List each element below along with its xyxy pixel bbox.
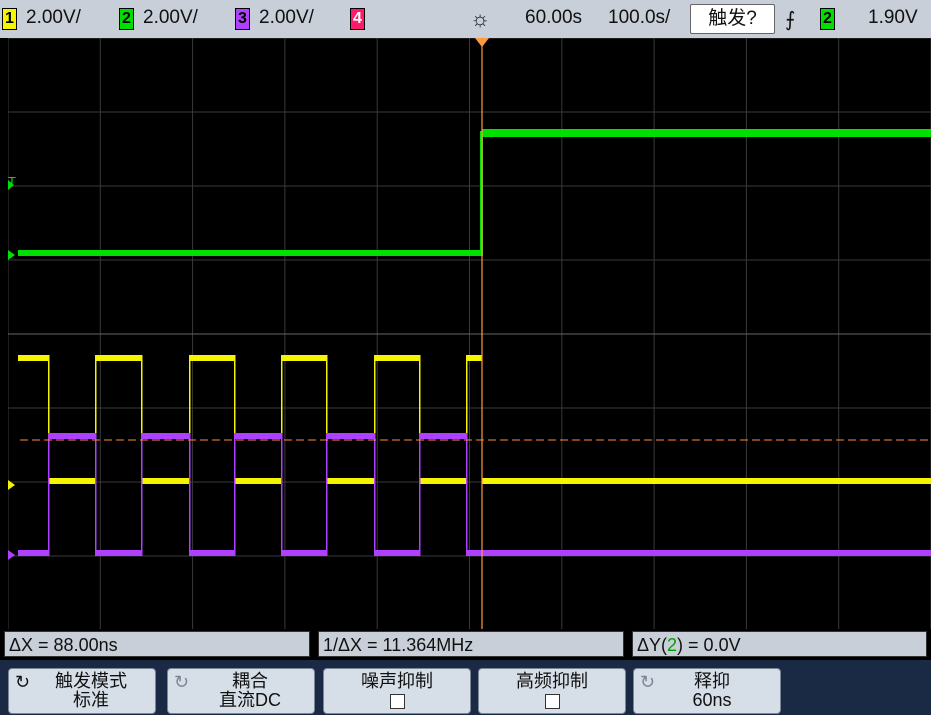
trigger-mode-value: 标准 [73, 690, 109, 710]
channel-3-edge [141, 433, 143, 556]
rising-edge-icon: ⨍ [785, 9, 796, 31]
channel-3-low-segment [189, 550, 234, 556]
channel-3-edge [234, 433, 236, 556]
channel-3-high-segment [48, 433, 95, 439]
noise-reject-label: 噪声抑制 [361, 671, 433, 691]
hf-reject-label: 高频抑制 [516, 671, 588, 691]
channel-3-edge [48, 433, 50, 556]
channel-3-low-segment [95, 550, 141, 556]
channel-1-low-segment [48, 478, 95, 484]
channel-3-edge [281, 433, 283, 556]
channel-1-ground-marker [8, 480, 15, 490]
hf-reject-checkbox[interactable] [544, 694, 560, 709]
channel-1-scale: 2.00V/ [26, 7, 81, 28]
channel-1-indicator[interactable]: 1 [2, 8, 17, 30]
delta-y-prefix: ΔY( [637, 635, 668, 655]
inverse-delta-x-readout: 1/ΔX = 11.364MHz [318, 631, 624, 657]
trigger-status-button[interactable]: 触发? [690, 4, 775, 34]
channel-1-edge [141, 355, 143, 484]
channel-1-high-segment [374, 355, 419, 361]
channel-1-edge [374, 355, 376, 484]
channel-1-high-segment [95, 355, 141, 361]
channel-3-high-segment [419, 433, 466, 439]
channel-1-edge [466, 355, 468, 484]
channel-3-indicator[interactable]: 3 [235, 8, 250, 30]
time-scale: 100.0ѕ/ [608, 7, 671, 28]
channel-1-low-segment [234, 478, 281, 484]
delta-y-value: ) = 0.0V [677, 635, 741, 655]
sun-icon: ☼ [470, 6, 491, 31]
channel-2-scale: 2.00V/ [143, 7, 198, 28]
channel-3-ground-marker [8, 550, 15, 560]
channel-1-trace [18, 355, 931, 484]
holdoff-value: 60ns [692, 690, 732, 710]
graticule [7, 37, 931, 631]
channel-3-high-segment [234, 433, 281, 439]
channel-3-low-segment [466, 550, 931, 556]
channel-3-edge [326, 433, 328, 556]
trigger-level: 1.90V [868, 7, 918, 28]
delta-y-channel: 2 [667, 635, 678, 655]
channel-3-high-segment [141, 433, 189, 439]
waveform-display[interactable]: T [7, 37, 931, 631]
time-position: 60.00ѕ [525, 7, 583, 28]
channel-3-scale: 2.00V/ [259, 7, 314, 28]
channel-3-edge [189, 433, 191, 556]
channel-3-low-segment [281, 550, 326, 556]
channel-4-indicator[interactable]: 4 [350, 8, 365, 30]
rotate-knob-icon: ↻ [174, 672, 190, 692]
trigger-position-marker[interactable] [475, 38, 489, 47]
channel-3-edge [95, 433, 97, 556]
delta-y-readout: ΔY(2) = 0.0V [632, 631, 927, 657]
channel-3-high-segment [326, 433, 374, 439]
channel-1-high-segment [281, 355, 326, 361]
left-edge [0, 38, 8, 629]
channel-1-low-segment [141, 478, 189, 484]
channel-1-low-segment [326, 478, 374, 484]
holdoff-softkey[interactable]: ↻ 释抑 60ns [633, 668, 781, 714]
noise-reject-softkey[interactable]: 噪声抑制 [323, 668, 471, 714]
trigger-mode-label: 触发模式 [55, 671, 127, 691]
channel-1-edge [48, 355, 50, 484]
channel-3-trace [18, 433, 931, 556]
channel-3-edge [419, 433, 421, 556]
channel-1-edge [189, 355, 191, 484]
status-bar: 1 2.00V/ 2 2.00V/ 3 2.00V/ 4 ☼ 60.00ѕ 10… [0, 0, 931, 39]
channel-1-edge [419, 355, 421, 484]
hf-reject-softkey[interactable]: 高频抑制 [478, 668, 626, 714]
waveform-svg: T [7, 37, 931, 631]
coupling-softkey[interactable]: ↻ 耦合 直流DC [167, 668, 315, 714]
trigger-source[interactable]: 2 [820, 8, 835, 30]
channel-2-ground-marker [8, 250, 15, 260]
channel-2-trace [18, 129, 931, 256]
channel-1-high-segment [466, 355, 482, 361]
channel-1-high-segment [18, 355, 48, 361]
trigger-level-marker: T [8, 174, 16, 189]
channel-1-edge [281, 355, 283, 484]
channel-2-indicator[interactable]: 2 [119, 8, 134, 30]
noise-reject-checkbox[interactable] [389, 694, 405, 709]
channel-3-edge [466, 433, 468, 556]
trigger-level-arrow [8, 180, 14, 190]
channel-1-edge [234, 355, 236, 484]
coupling-label: 耦合 [232, 671, 268, 691]
delta-x-readout: ΔX = 88.00ns [4, 631, 310, 657]
channel-1-high-segment [189, 355, 234, 361]
channel-1-edge [95, 355, 97, 484]
trigger-mode-softkey[interactable]: ↻ 触发模式 标准 [8, 668, 156, 714]
channel-1-low-segment [419, 478, 466, 484]
rotate-knob-icon: ↻ [15, 672, 31, 692]
coupling-value: 直流DC [219, 690, 281, 710]
channel-3-edge [374, 433, 376, 556]
channel-1-edge [326, 355, 328, 484]
holdoff-label: 释抑 [694, 671, 730, 691]
channel-3-low-segment [374, 550, 419, 556]
channel-3-low-segment [18, 550, 48, 556]
channel-1-low-segment [482, 478, 931, 484]
rotate-knob-icon: ↻ [640, 672, 656, 692]
